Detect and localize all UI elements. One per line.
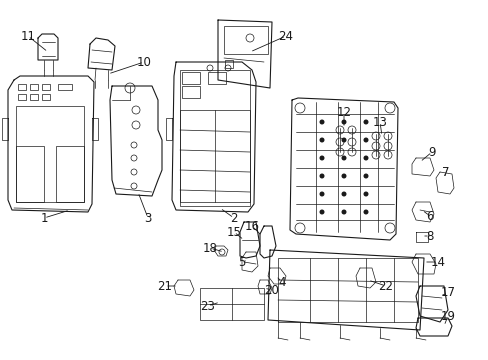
- Bar: [182, 86, 200, 98]
- Circle shape: [363, 138, 368, 143]
- Text: 22: 22: [378, 279, 393, 292]
- Bar: [200, 288, 264, 320]
- Circle shape: [363, 120, 368, 125]
- Text: 13: 13: [372, 116, 386, 129]
- Circle shape: [341, 156, 346, 161]
- Circle shape: [319, 138, 324, 143]
- Bar: [16, 106, 84, 202]
- Text: 9: 9: [427, 145, 435, 158]
- Bar: [56, 146, 84, 202]
- Text: 17: 17: [440, 287, 454, 300]
- Circle shape: [341, 210, 346, 215]
- Bar: [18, 84, 26, 90]
- Text: 23: 23: [200, 300, 215, 312]
- Text: 11: 11: [20, 30, 36, 42]
- Circle shape: [341, 192, 346, 197]
- Text: 20: 20: [264, 284, 279, 297]
- Text: 6: 6: [426, 210, 433, 222]
- Circle shape: [363, 174, 368, 179]
- Circle shape: [341, 174, 346, 179]
- Circle shape: [319, 192, 324, 197]
- Text: 21: 21: [157, 279, 172, 292]
- Bar: [30, 84, 38, 90]
- Text: 18: 18: [202, 242, 217, 255]
- Text: 12: 12: [336, 105, 351, 118]
- Text: 8: 8: [426, 230, 433, 243]
- Bar: [224, 60, 232, 68]
- Bar: [42, 94, 50, 100]
- Text: 14: 14: [429, 256, 445, 269]
- Circle shape: [341, 138, 346, 143]
- Bar: [42, 84, 50, 90]
- Text: 4: 4: [278, 275, 285, 288]
- Text: 1: 1: [40, 212, 48, 225]
- Circle shape: [319, 156, 324, 161]
- Bar: [180, 70, 249, 206]
- Bar: [30, 94, 38, 100]
- Text: 2: 2: [230, 212, 237, 225]
- Bar: [207, 72, 225, 84]
- Text: 19: 19: [440, 310, 454, 323]
- Circle shape: [319, 120, 324, 125]
- Bar: [224, 26, 267, 54]
- Text: 3: 3: [144, 212, 151, 225]
- Text: 7: 7: [441, 166, 449, 179]
- Bar: [16, 146, 44, 202]
- Bar: [182, 72, 200, 84]
- Text: 16: 16: [244, 220, 259, 233]
- Text: 15: 15: [226, 225, 241, 239]
- Bar: [58, 84, 72, 90]
- Circle shape: [363, 192, 368, 197]
- Circle shape: [319, 210, 324, 215]
- Bar: [278, 258, 417, 322]
- Circle shape: [341, 120, 346, 125]
- Circle shape: [363, 156, 368, 161]
- Bar: [18, 94, 26, 100]
- Text: 10: 10: [136, 55, 151, 68]
- Text: 5: 5: [238, 256, 245, 269]
- Circle shape: [319, 174, 324, 179]
- Bar: [180, 110, 249, 202]
- Circle shape: [363, 210, 368, 215]
- Text: 24: 24: [278, 30, 293, 42]
